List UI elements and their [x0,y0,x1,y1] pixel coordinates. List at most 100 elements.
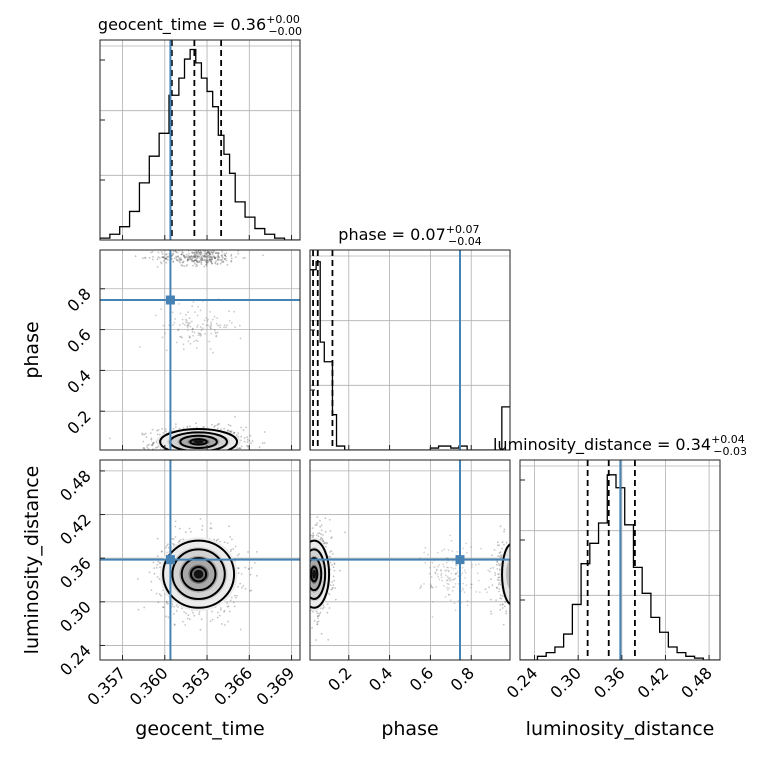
panel-phase-luminosity_distance-sample-point [514,606,516,608]
panel-geocent_time-phase-sample-point [218,256,220,258]
panel-geocent_time-phase-sample-point [143,256,146,259]
panel-geocent_time-phase-sample-point [238,447,241,450]
panel-geocent_time-phase-sample-point [206,253,208,256]
panel-geocent_time-phase-sample-point [224,258,227,260]
panel-phase-luminosity_distance-sample-point [314,524,317,526]
panel-geocent_time-luminosity_distance-sample-point [237,567,240,569]
panel-geocent_time-phase-sample-point [144,257,147,259]
panel-geocent_time-phase-sample-point [205,317,208,319]
panel-phase-luminosity_distance-sample-point [503,530,505,533]
panel-geocent_time-phase-sample-point [185,320,188,322]
panel-phase-luminosity_distance-sample-point [302,551,304,553]
panel-phase-luminosity_distance-sample-point [294,573,296,575]
panel-phase-luminosity_distance-sample-point [304,568,306,570]
panel-geocent_time-phase-sample-point [217,259,219,261]
x-tick-label: 0.48 [677,663,716,702]
panel-phase-luminosity_distance-sample-point [441,549,444,552]
panel-geocent_time-luminosity_distance-sample-point [158,593,161,596]
panel-geocent_time-phase-sample-point [141,432,144,435]
panel-geocent_time-phase-sample-point [162,432,165,434]
panel-geocent_time-phase-sample-point [190,320,193,323]
panel-geocent_time-phase-sample-point [217,259,220,261]
panel-geocent_time-phase-sample-point [187,258,189,260]
panel-phase-luminosity_distance-sample-point [303,579,305,581]
panel-phase-luminosity_distance-sample-point [307,566,309,568]
panel-geocent_time-luminosity_distance-sample-point [216,616,219,619]
panel-geocent_time-phase-sample-point [216,252,219,255]
panel-phase-luminosity_distance-sample-point [424,546,427,549]
panel-geocent_time-phase-sample-point [184,256,187,259]
panel-geocent_time-phase-sample-point [206,258,208,260]
panel-geocent_time-phase-sample-point [191,256,194,259]
panel-geocent_time-phase-sample-point [203,265,206,268]
panel-geocent_time-phase-sample-point [215,454,217,456]
panel-geocent_time-phase-sample-point [197,251,200,254]
panel-geocent_time-phase-sample-point [246,438,249,441]
panel-phase-luminosity_distance-sample-point [303,560,305,562]
panel-geocent_time-phase-sample-point [190,258,193,261]
panel-geocent_time-phase-sample-point [210,250,213,253]
panel-geocent_time-luminosity_distance-sample-point [156,555,159,558]
panel-phase-luminosity_distance-sample-point [513,578,515,580]
panel-phase-luminosity_distance-sample-point [516,572,518,574]
panel-geocent_time-phase-sample-point [199,254,202,256]
panel-geocent_time-phase-sample-point [208,254,211,257]
panel-geocent_time-luminosity_distance-sample-point [152,561,155,564]
panel-phase-luminosity_distance-sample-point [308,566,310,568]
title-upper-error: +0.07 [446,223,480,236]
panel-geocent_time-luminosity_distance-sample-point [165,602,168,604]
panel-phase-luminosity_distance-sample-point [339,569,341,572]
panel-phase-luminosity_distance-sample-point [302,604,304,606]
panel-geocent_time-phase-sample-point [183,255,186,257]
panel-geocent_time-luminosity_distance-sample-point [136,578,139,580]
panel-geocent_time-phase-sample-point [242,257,245,259]
panel-phase-luminosity_distance-sample-point [495,586,498,589]
panel-geocent_time-phase-sample-point [203,426,205,428]
panel-phase-luminosity_distance-sample-point [513,563,515,565]
panel-geocent_time-luminosity_distance-sample-point [156,576,159,578]
panel-geocent_time-phase-sample-point [250,442,253,445]
panel-phase-luminosity_distance-sample-point [521,582,523,584]
panel-phase-luminosity_distance-sample-point [316,623,319,626]
panel-phase-luminosity_distance-sample-point [315,524,318,526]
panel-geocent_time-phase-sample-point [230,253,233,256]
panel-geocent_time-phase-sample-point [198,252,201,255]
panel-geocent_time-phase-sample-point [212,255,215,258]
panel-geocent_time-phase-sample-point [150,437,153,440]
panel-geocent_time-phase-sample-point [209,258,212,261]
panel-geocent_time-phase-sample-point [189,256,192,259]
panel-geocent_time-luminosity_distance-sample-point [220,623,223,625]
panel-phase-luminosity_distance-sample-point [307,590,309,592]
panel-phase-luminosity_distance-sample-point [319,525,322,528]
y-tick-label: 0.24 [56,641,95,680]
panel-phase-luminosity_distance-sample-point [453,585,456,588]
panel-phase-luminosity_distance-sample-point [462,589,465,591]
panel-phase-luminosity_distance-sample-point [297,596,299,598]
panel-geocent_time-phase-sample-point [162,256,165,258]
title-value: phase = 0.07 [338,225,445,244]
panel-phase-luminosity_distance-sample-point [303,595,305,597]
panel-geocent_time-phase-sample-point [234,326,236,329]
panel-geocent_time-luminosity_distance-sample-point [161,550,163,553]
panel-geocent_time-phase-sample-point [180,253,183,256]
panel-geocent_time-phase-sample-point [193,253,196,255]
panel-phase-luminosity_distance-sample-point [333,569,336,572]
panel-phase-luminosity_distance-sample-point [295,543,297,545]
panel-phase-luminosity_distance-sample-point [303,583,305,585]
panel-phase-luminosity_distance-sample-point [440,569,442,572]
panel-geocent_time-phase-sample-point [180,335,183,338]
panel-phase-luminosity_distance-sample-point [324,530,327,533]
panel-phase-luminosity_distance-sample-point [304,560,306,562]
panel-phase-luminosity_distance-sample-point [307,600,309,602]
panel-geocent_time-phase-sample-point [146,446,149,448]
panel-phase-luminosity_distance-sample-point [301,581,303,583]
panel-geocent_time-phase-sample-point [150,444,153,446]
panel-geocent_time-phase-sample-point [199,252,202,254]
panel-geocent_time-phase-sample-point [217,255,219,257]
panel-phase-luminosity_distance-sample-point [312,532,315,535]
panel-phase-luminosity_distance-sample-point [429,586,432,589]
panel-phase-luminosity_distance-sample-point [331,563,333,566]
panel-geocent_time-phase-sample-point [176,259,179,262]
panel-phase-luminosity_distance-sample-point [298,552,300,554]
panel-geocent_time-luminosity_distance-sample-point [228,610,231,613]
